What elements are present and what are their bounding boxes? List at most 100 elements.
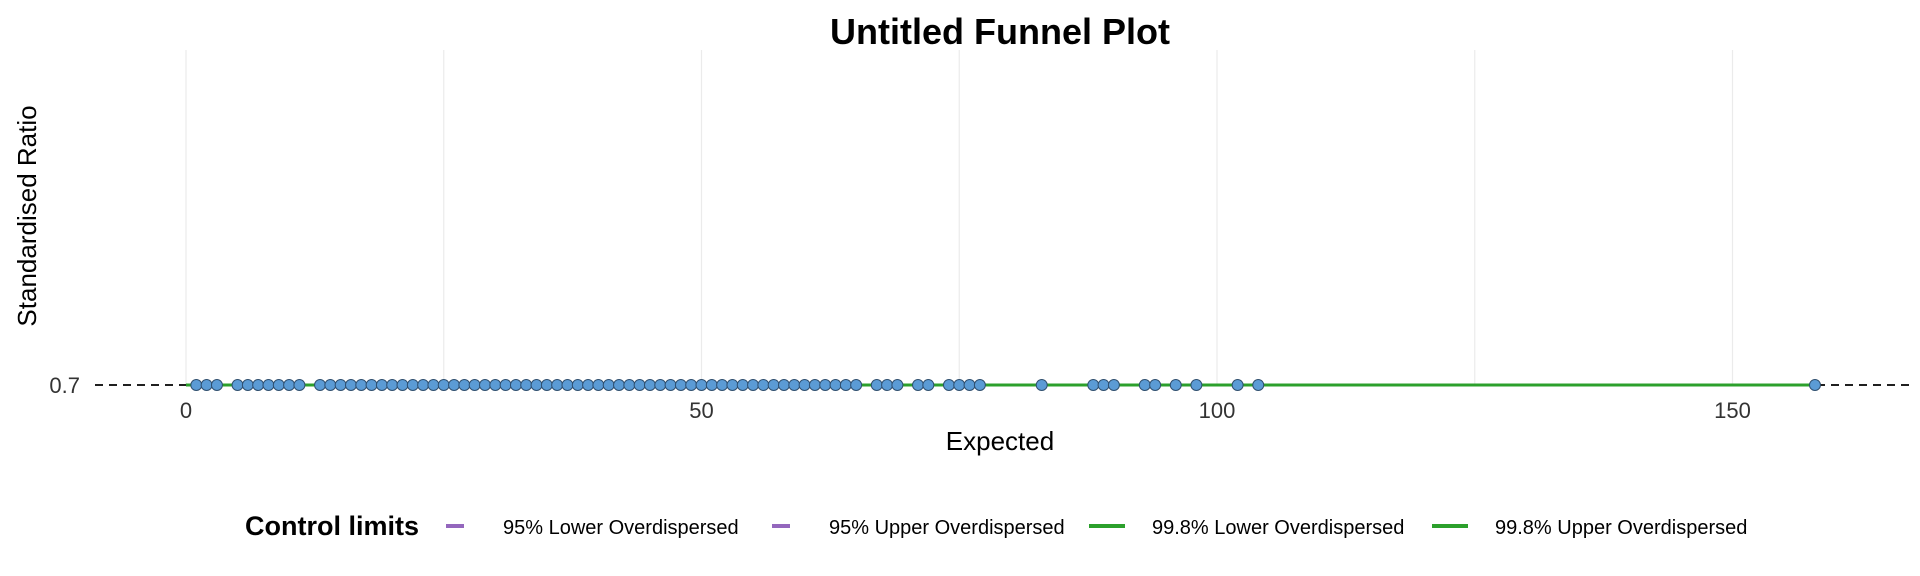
data-point <box>602 379 615 391</box>
data-point <box>592 379 605 391</box>
data-point <box>664 379 677 391</box>
y-axis-ticks: 0.7 <box>49 373 80 398</box>
legend-title: Control limits <box>245 511 419 541</box>
data-point <box>551 379 564 391</box>
data-point <box>365 379 378 391</box>
data-point <box>520 379 533 391</box>
data-point <box>881 379 894 391</box>
x-tick-label: 50 <box>689 398 713 423</box>
data-point <box>293 379 306 391</box>
data-point <box>190 379 203 391</box>
data-point <box>478 379 491 391</box>
data-point <box>1107 379 1120 391</box>
data-point <box>613 379 626 391</box>
data-point <box>334 379 347 391</box>
data-point <box>1138 379 1151 391</box>
data-point <box>386 379 399 391</box>
data-point <box>396 379 409 391</box>
data-point <box>839 379 852 391</box>
data-point <box>1808 379 1821 391</box>
data-point <box>798 379 811 391</box>
data-point <box>582 379 595 391</box>
x-axis-ticks: 0 50 100 150 <box>180 398 1751 423</box>
data-point <box>643 379 656 391</box>
data-point <box>705 379 718 391</box>
data-point <box>922 379 935 391</box>
data-point <box>633 379 646 391</box>
data-point <box>417 379 430 391</box>
data-point <box>1087 379 1100 391</box>
legend-label: 99.8% Lower Overdispersed <box>1152 517 1404 539</box>
data-point <box>1252 379 1265 391</box>
data-point <box>231 379 244 391</box>
data-point <box>1149 379 1162 391</box>
data-point <box>1097 379 1110 391</box>
data-point <box>695 379 708 391</box>
data-point <box>757 379 770 391</box>
data-point <box>314 379 327 391</box>
data-point <box>210 379 223 391</box>
data-point <box>891 379 904 391</box>
data-point <box>530 379 543 391</box>
data-point <box>963 379 976 391</box>
legend: Control limits 95% Lower Overdispersed 95… <box>245 511 1747 541</box>
data-point <box>870 379 883 391</box>
data-point <box>674 379 687 391</box>
data-points <box>190 379 1821 391</box>
data-point <box>767 379 780 391</box>
data-point <box>509 379 522 391</box>
data-point <box>736 379 749 391</box>
data-point <box>200 379 213 391</box>
data-point <box>973 379 986 391</box>
data-point <box>654 379 667 391</box>
x-axis-title: Expected <box>946 426 1054 456</box>
data-point <box>262 379 275 391</box>
data-point <box>437 379 450 391</box>
data-point <box>499 379 512 391</box>
data-point <box>747 379 760 391</box>
grid-lines <box>185 50 1734 385</box>
data-point <box>788 379 801 391</box>
data-point <box>1169 379 1182 391</box>
legend-label: 99.8% Upper Overdispersed <box>1495 517 1747 539</box>
data-point <box>458 379 471 391</box>
data-point <box>716 379 729 391</box>
legend-label: 95% Lower Overdispersed <box>503 517 739 539</box>
data-point <box>1190 379 1203 391</box>
data-point <box>375 379 388 391</box>
data-point <box>1231 379 1244 391</box>
data-point <box>324 379 337 391</box>
data-point <box>355 379 368 391</box>
chart-title: Untitled Funnel Plot <box>830 11 1170 52</box>
data-point <box>850 379 863 391</box>
data-point <box>241 379 254 391</box>
data-point <box>912 379 925 391</box>
data-point <box>1035 379 1048 391</box>
data-point <box>427 379 440 391</box>
data-point <box>540 379 553 391</box>
data-point <box>272 379 285 391</box>
x-tick-label: 150 <box>1714 398 1751 423</box>
data-point <box>468 379 481 391</box>
y-axis-title: Standardised Ratio <box>12 105 42 326</box>
data-point <box>406 379 419 391</box>
data-point <box>561 379 574 391</box>
x-tick-label: 0 <box>180 398 192 423</box>
data-point <box>777 379 790 391</box>
data-point <box>448 379 461 391</box>
data-point <box>623 379 636 391</box>
data-point <box>808 379 821 391</box>
x-tick-label: 100 <box>1199 398 1236 423</box>
data-point <box>726 379 739 391</box>
data-point <box>571 379 584 391</box>
data-point <box>829 379 842 391</box>
data-point <box>819 379 832 391</box>
data-point <box>489 379 502 391</box>
data-point <box>344 379 357 391</box>
data-point <box>252 379 265 391</box>
data-point <box>685 379 698 391</box>
legend-label: 95% Upper Overdispersed <box>829 517 1065 539</box>
data-point <box>942 379 955 391</box>
y-tick-label: 0.7 <box>49 373 80 398</box>
